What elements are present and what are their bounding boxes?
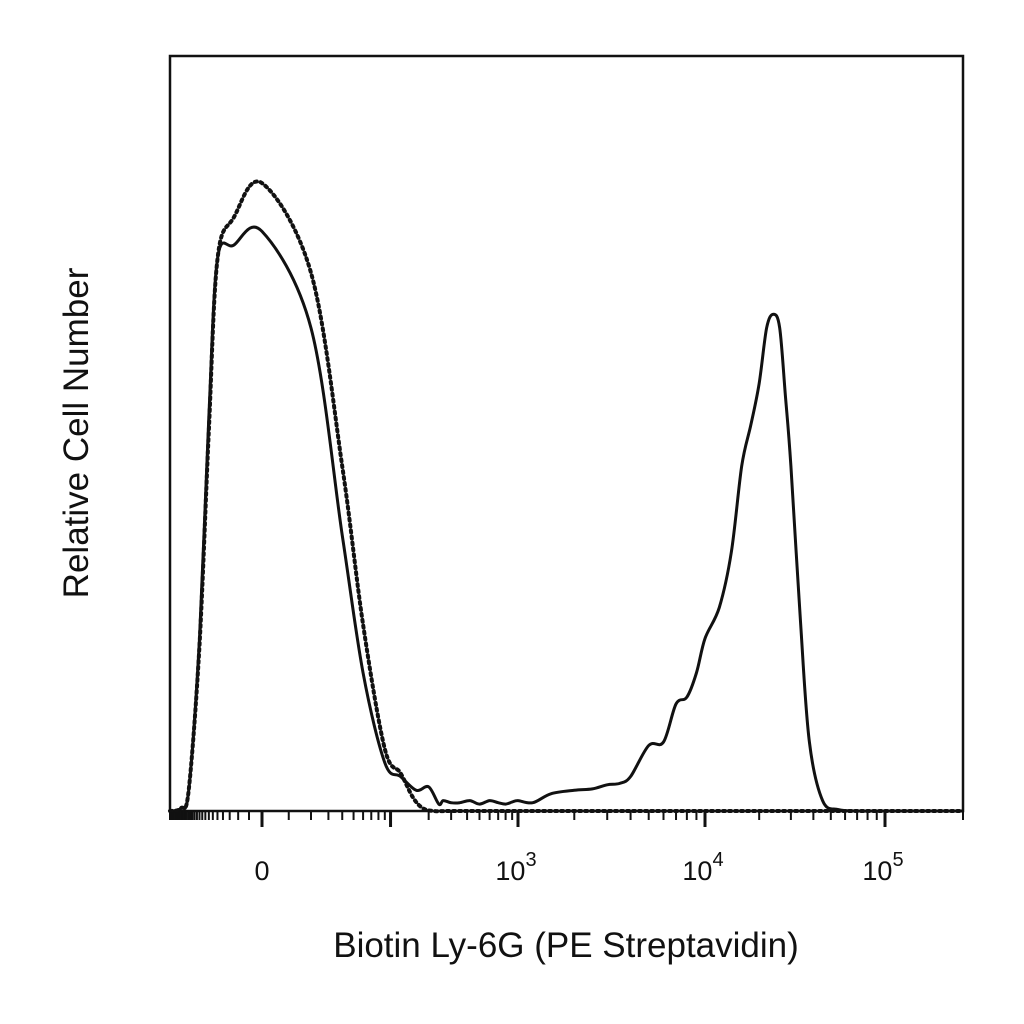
x-tick-label: 103	[495, 849, 536, 886]
x-tick-label: 104	[682, 849, 723, 886]
histogram-series	[168, 179, 965, 814]
x-axis-label: Biotin Ly-6G (PE Streptavidin)	[333, 926, 799, 965]
x-axis-major-ticks	[260, 811, 887, 827]
x-axis-tick-labels: 0 103 104 105	[254, 849, 903, 886]
series-line-solid	[169, 225, 963, 813]
y-axis-label: Relative Cell Number	[57, 267, 96, 598]
x-tick-label: 0	[254, 856, 269, 886]
series-line-dotted	[168, 179, 965, 814]
plot-frame	[168, 54, 965, 813]
x-tick-label: 105	[862, 849, 903, 886]
